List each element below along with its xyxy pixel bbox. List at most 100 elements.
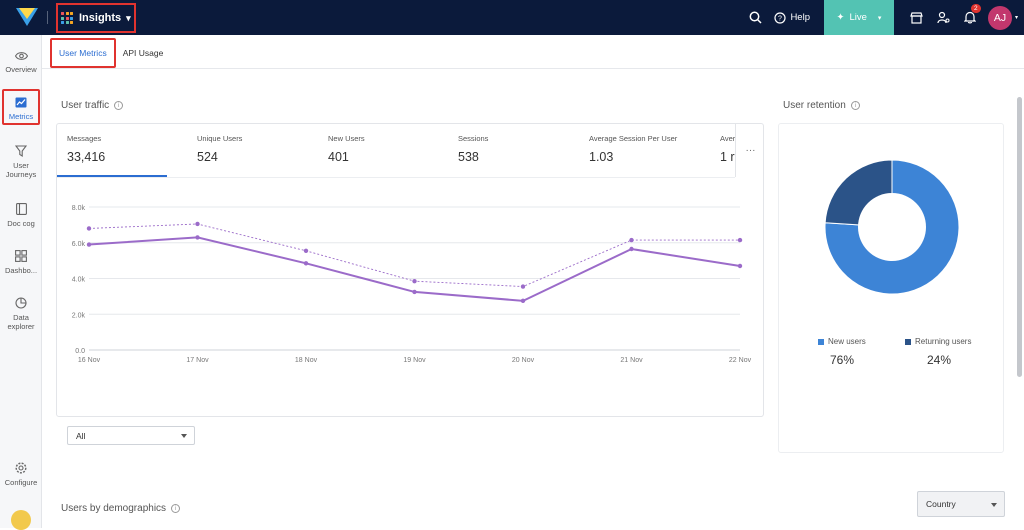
- top-right-actions: ? Help ✦ Live ▾ 2 AJ ▾: [749, 0, 1024, 35]
- demographics-select[interactable]: Country: [917, 491, 1005, 517]
- sidebar-item-data-explorer[interactable]: Data explorer: [0, 297, 42, 331]
- chevron-down-icon: ▾: [877, 14, 882, 22]
- section-title-text: User traffic: [61, 100, 110, 111]
- sidebar-item-label: Data explorer: [7, 313, 35, 331]
- metric-value: 538: [458, 150, 479, 164]
- y-tick-label: 6.0k: [72, 241, 86, 248]
- metric-truncated[interactable]: Aver 1 r: [720, 134, 735, 164]
- bot-avatar[interactable]: [11, 510, 31, 530]
- metric-unique-users[interactable]: Unique Users 524: [197, 134, 327, 164]
- app-name: Insights: [79, 12, 122, 24]
- data-point[interactable]: [195, 221, 200, 227]
- metric-label: Average Session Per User: [589, 134, 678, 143]
- metric-value: 524: [197, 150, 218, 164]
- y-tick-label: 0.0: [75, 348, 85, 355]
- notifications-button[interactable]: 2: [963, 4, 981, 24]
- legend-new-users[interactable]: New users: [818, 337, 866, 346]
- page-tabs: User Metrics API Usage: [50, 38, 170, 68]
- sidebar-item-user-journeys[interactable]: User Journeys: [0, 145, 42, 179]
- legend-returning-users[interactable]: Returning users: [905, 337, 971, 346]
- donut-slice[interactable]: [824, 159, 960, 295]
- avatar: AJ: [987, 5, 1012, 30]
- pie-icon: [15, 297, 27, 309]
- gear-icon: [15, 462, 27, 474]
- legend-label: New users: [828, 337, 866, 346]
- more-metrics-button[interactable]: ···: [735, 124, 763, 177]
- data-point[interactable]: [737, 263, 743, 269]
- data-point[interactable]: [520, 298, 526, 304]
- search-icon: [749, 11, 762, 24]
- ellipsis-icon: ···: [745, 145, 756, 156]
- brand-separator: [47, 11, 48, 24]
- data-point[interactable]: [737, 237, 743, 243]
- sidebar-item-metrics[interactable]: Metrics: [2, 89, 40, 125]
- data-point[interactable]: [412, 278, 417, 284]
- store-button[interactable]: [910, 11, 923, 24]
- help-button[interactable]: ? Help: [774, 11, 810, 24]
- legend-swatch: [905, 338, 911, 345]
- page-scrollbar[interactable]: [1017, 97, 1022, 377]
- x-tick-label: 20 Nov: [512, 357, 535, 364]
- data-point[interactable]: [520, 284, 526, 289]
- data-point[interactable]: [303, 261, 309, 266]
- user-settings-button[interactable]: [937, 11, 950, 24]
- sidebar-item-configure[interactable]: Configure: [0, 462, 42, 487]
- info-icon[interactable]: i: [114, 101, 124, 110]
- metric-value: 1.03: [589, 150, 614, 164]
- apps-grid-icon: [61, 12, 73, 24]
- x-tick-label: 22 Nov: [729, 357, 752, 364]
- caret-down-icon: [991, 503, 997, 507]
- app-switcher[interactable]: Insights ▾: [56, 3, 136, 33]
- metric-new-users[interactable]: New Users 401: [328, 134, 458, 164]
- search-button[interactable]: [749, 11, 762, 24]
- dashboard-icon: [15, 250, 27, 262]
- demographics-title: Users by demographics i: [61, 503, 181, 514]
- metric-avg-session[interactable]: Average Session Per User 1.03: [589, 134, 719, 164]
- sidebar-item-overview[interactable]: Overview: [0, 51, 42, 74]
- metric-sessions[interactable]: Sessions 538: [458, 134, 588, 164]
- info-icon[interactable]: i: [171, 504, 181, 513]
- returning-users-percent: 24%: [927, 353, 952, 367]
- sidebar-item-label: Overview: [5, 65, 37, 74]
- traffic-filter-select[interactable]: All: [67, 426, 195, 445]
- data-point[interactable]: [195, 235, 200, 240]
- user-traffic-chart: 0.0 2.0k 4.0k 6.0k 8.0k 16 Nov 17 Nov 18 Nov 19 …: [72, 205, 752, 364]
- series-line-dashed: [88, 223, 740, 287]
- sidebar-item-label: Configure: [4, 478, 38, 487]
- y-tick-label: 2.0k: [72, 312, 86, 319]
- data-point[interactable]: [629, 246, 634, 252]
- x-tick-label: 16 Nov: [78, 357, 101, 364]
- help-icon: ?: [774, 11, 787, 24]
- section-title-text: Users by demographics: [61, 503, 167, 514]
- notification-badge: 2: [970, 4, 981, 13]
- data-point[interactable]: [86, 226, 92, 231]
- live-toggle[interactable]: ✦ Live ▾: [823, 0, 894, 35]
- brand-logo[interactable]: [16, 8, 38, 26]
- chevron-down-icon: ▾: [126, 12, 131, 23]
- metric-value: 1 r: [720, 150, 735, 164]
- store-icon: [910, 11, 923, 24]
- bell-icon: [963, 11, 976, 24]
- metric-label: Sessions: [458, 134, 489, 143]
- data-point[interactable]: [86, 242, 92, 247]
- top-bar: Insights ▾ ? Help ✦ Live ▾ 2 AJ ▾: [0, 0, 1024, 35]
- sidebar-item-dashboards[interactable]: Dashbo...: [0, 250, 42, 275]
- data-point[interactable]: [303, 248, 309, 253]
- user-gear-icon: [937, 11, 950, 24]
- metric-messages[interactable]: Messages 33,416: [67, 134, 197, 164]
- info-icon[interactable]: i: [850, 101, 860, 110]
- retention-donut-chart: [824, 159, 960, 295]
- metric-label: Messages: [67, 134, 102, 143]
- account-menu[interactable]: AJ ▾: [987, 5, 1018, 30]
- sidebar-item-label: Metrics: [8, 112, 34, 121]
- metric-label: Unique Users: [197, 134, 243, 143]
- sidebar-item-doc-cog[interactable]: Doc cog: [0, 203, 42, 228]
- data-point[interactable]: [412, 289, 417, 295]
- active-metric-indicator: [57, 175, 167, 177]
- tab-api-usage[interactable]: API Usage: [122, 48, 164, 58]
- tab-user-metrics[interactable]: User Metrics: [50, 38, 116, 68]
- metric-value: 33,416: [67, 150, 106, 164]
- data-point[interactable]: [629, 237, 634, 243]
- metrics-divider: [57, 177, 735, 178]
- live-label: Live: [849, 12, 867, 23]
